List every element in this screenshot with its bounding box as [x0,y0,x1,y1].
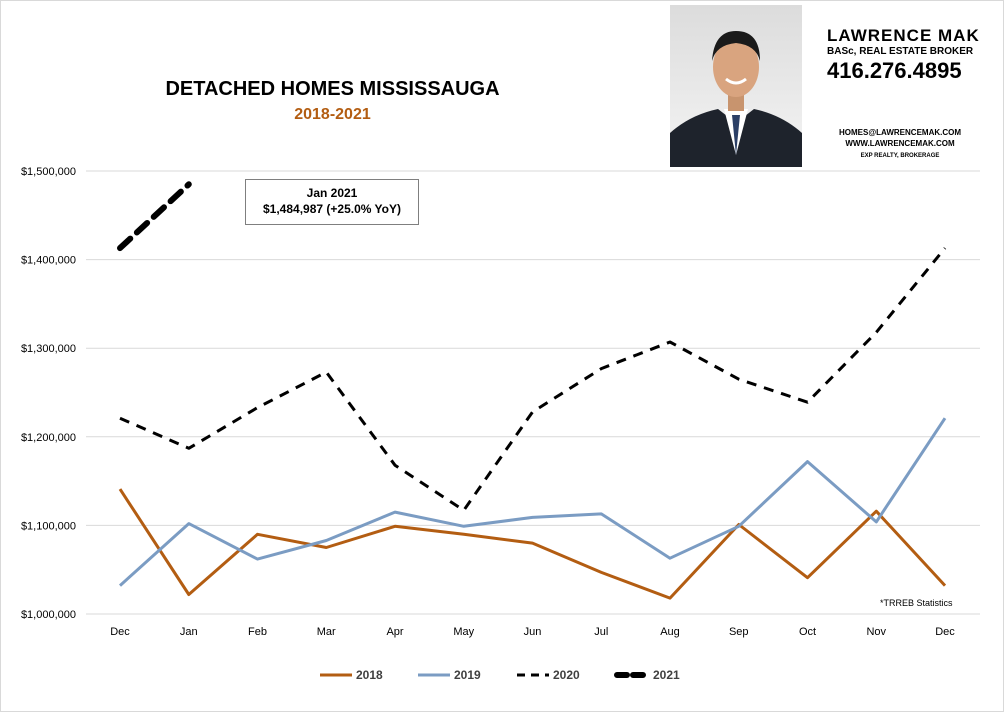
series-line-2020 [119,247,947,512]
source-note: *TRREB Statistics [880,598,953,608]
x-tick-label: May [453,626,474,638]
x-tick-label: Dec [110,626,130,638]
x-tick-label: Jan [180,626,198,638]
legend-label-2021: 2021 [653,668,680,682]
legend-label-2020: 2020 [553,668,580,682]
agent-phone: 416.276.4895 [827,58,962,83]
agent-name: LAWRENCE MAK [827,26,980,45]
legend-label-2018: 2018 [356,668,383,682]
series-line-2021 [117,181,192,252]
x-tick-label: Feb [248,626,267,638]
callout-line-1: Jan 2021 [306,186,358,200]
legend-label-2019: 2019 [454,668,481,682]
agent-photo [670,5,802,167]
chart-title: DETACHED HOMES MISSISSAUGA [165,78,500,100]
x-tick-label: Nov [866,626,886,638]
chart-subtitle: 2018-2021 [294,106,371,123]
chart-frame [0,0,1004,712]
agent-email: HOMES@LAWRENCEMAK.COM [838,128,962,137]
agent-website: WWW.LAWRENCEMAK.COM [845,139,955,148]
x-tick-label: Dec [935,626,955,638]
x-tick-label: Apr [386,626,403,638]
x-tick-label: Sep [729,626,749,638]
series-line-2019 [118,417,947,587]
series-line-2018 [118,488,947,600]
y-tick-label: $1,500,000 [21,166,76,178]
x-tick-label: Jun [524,626,542,638]
x-tick-label: Oct [799,626,816,638]
y-tick-label: $1,100,000 [21,520,76,532]
x-tick-label: Aug [660,626,680,638]
callout-box: Jan 2021 $1,484,987 (+25.0% YoY) [245,179,419,225]
agent-brokerage: EXP REALTY, BROKERAGE [860,153,940,159]
y-tick-label: $1,200,000 [21,432,76,444]
x-tick-label: Mar [317,626,336,638]
y-tick-label: $1,000,000 [21,609,76,621]
callout-line-2: $1,484,987 (+25.0% YoY) [263,202,401,216]
x-tick-label: Jul [594,626,608,638]
y-tick-label: $1,300,000 [21,343,76,355]
y-tick-label: $1,400,000 [21,255,76,267]
agent-title: BASc, REAL ESTATE BROKER [827,46,974,57]
